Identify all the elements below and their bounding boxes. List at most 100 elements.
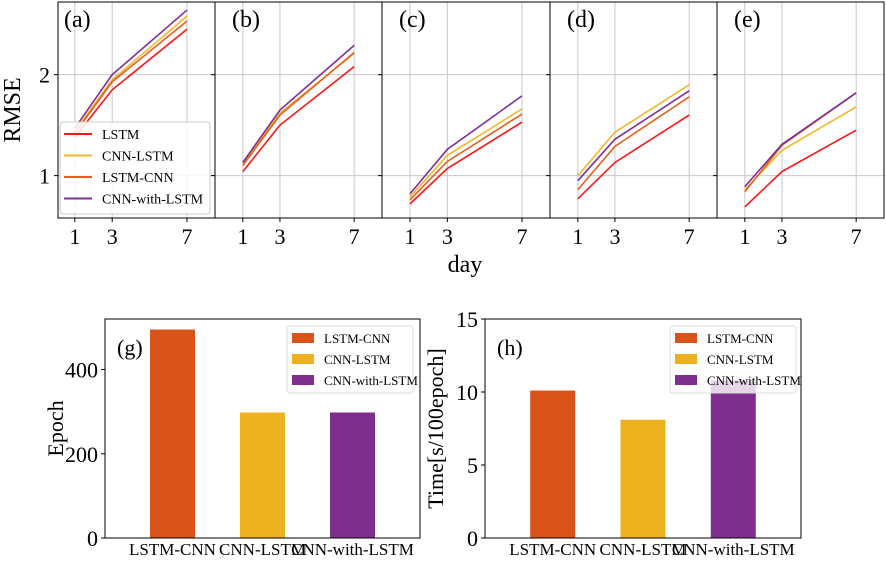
series-line-lstm-cnn [242,51,355,166]
legend-entry: CNN-with-LSTM [324,373,418,388]
legend-entry: LSTM [102,128,140,143]
series-line-lstm [74,28,188,138]
x-tick-label: CNN-with-LSTM [291,540,414,556]
y-tick-label: 0 [467,526,478,551]
series-line-lstm [409,121,523,205]
x-tick-label: 1 [237,224,248,249]
panel-label: (h) [497,335,523,360]
series-line-lstm-cnn [409,113,523,201]
bar-lstm-cnn [530,390,576,538]
legend-entry: LSTM-CNN [102,171,174,186]
panel-label: (e) [734,7,761,33]
x-tick-label: 7 [851,224,862,249]
bar-cnn-lstm [620,419,666,538]
y-tick-label: 400 [65,358,98,383]
panel-c: 1 3 7 (c) [378,1,551,249]
x-tick-label: 3 [442,224,453,249]
bar-cnn-lstm [240,412,285,538]
x-tick-label: 7 [517,224,528,249]
panel-label: (g) [117,335,143,360]
x-tick-label: 1 [572,224,583,249]
series-line-lstm-cnn [577,96,690,191]
series-line-cnn-with-lstm [242,44,355,163]
legend: LSTM-CNN CNN-LSTM CNN-with-LSTM [669,325,801,394]
x-tick-label: LSTM-CNN [129,540,216,556]
y-tick-label: 10 [456,380,478,405]
series-line-cnn-with-lstm [74,9,188,129]
legend-entry: LSTM-CNN [324,331,391,346]
legend-swatch [292,333,314,343]
series-line-cnn-lstm [409,108,523,198]
axes-frame [716,1,885,219]
legend-box [669,325,797,394]
legend-entry: CNN-LSTM [324,352,391,367]
legend-box [59,121,211,215]
x-tick-label: 1 [405,224,416,249]
x-tick-label: 1 [69,224,80,249]
legend-entry: CNN-LSTM [707,352,774,367]
axes-frame [104,318,421,539]
series-line-lstm [242,65,355,173]
x-tick-label: 7 [181,224,192,249]
bar-cnn-with-lstm [710,380,756,538]
bar-cnn-with-lstm [330,412,375,538]
y-axis-label: Epoch [43,400,68,456]
x-tick-label: 3 [274,224,285,249]
series-line-cnn-with-lstm [409,95,523,195]
series-line-cnn-lstm [242,52,355,164]
x-tick-label: 7 [684,224,695,249]
legend: LSTM CNN-LSTM LSTM-CNN CNN-with-LSTM [59,121,211,215]
y-tick-label: 0 [87,526,98,551]
series-line-lstm [577,114,690,200]
y-tick-label: 5 [467,453,478,478]
panel-d: 1 3 7 (d) [546,1,718,249]
x-tick-label: CNN-LSTM [219,540,306,556]
y-tick-label: 200 [65,442,98,467]
x-tick-label: CNN-LSTM [600,540,687,556]
series-line-cnn-lstm [74,15,188,132]
legend-entry: CNN-LSTM [102,150,174,165]
bar-lstm-cnn [150,329,195,538]
x-tick-label: 3 [776,224,787,249]
panel-b: 1 3 7 (b) [211,1,383,249]
series-line-cnn-with-lstm [744,92,857,188]
series-line-lstm-cnn [744,92,857,193]
x-tick-label: LSTM-CNN [509,540,596,556]
series-line-lstm-cnn [74,20,188,134]
axes-frame [484,318,802,539]
axes-frame [381,1,551,219]
panel-label: (b) [232,7,260,33]
x-tick-label: 3 [609,224,620,249]
legend-swatch [675,375,697,385]
y-axis-label: Time[s/100epoch] [423,348,448,509]
legend-entry: CNN-with-LSTM [102,193,204,208]
legend-swatch [292,375,314,385]
x-tick-label: 7 [349,224,360,249]
legend-entry: LSTM-CNN [707,331,774,346]
panel-a: 1 3 7 (a) [54,1,216,249]
series-line-cnn-lstm [744,106,857,191]
bar-chart-g: LSTM-CNN CNN-LSTMCNN-with-LSTM0200400(g)E… [43,318,421,559]
legend-swatch [675,333,697,343]
y-axis-label: RMSE [0,77,26,142]
series-line-cnn-with-lstm [577,90,690,182]
panel-label: (c) [399,7,426,33]
x-axis-label: day [448,252,483,278]
panel-label: (a) [64,7,91,33]
legend-swatch [675,354,697,364]
y-tick-label: 1 [39,164,50,189]
x-tick-label: 3 [107,224,118,249]
legend-entry: CNN-with-LSTM [707,373,801,388]
panel-e: 1 3 7 (e) [713,1,885,249]
legend-box [286,325,414,394]
series-line-lstm [744,129,857,208]
x-tick-label: CNN-with-LSTM [672,540,795,556]
y-tick-label: 15 [456,307,478,332]
legend-swatch [292,354,314,364]
series-line-cnn-lstm [577,84,690,177]
legend: LSTM-CNN CNN-LSTM CNN-with-LSTM [286,325,418,394]
panel-label: (d) [567,7,595,33]
y-tick-label: 2 [39,63,50,88]
bar-chart-h: LSTM-CNN CNN-LSTMCNN-with-LSTM051015(h)Ti… [423,307,802,559]
